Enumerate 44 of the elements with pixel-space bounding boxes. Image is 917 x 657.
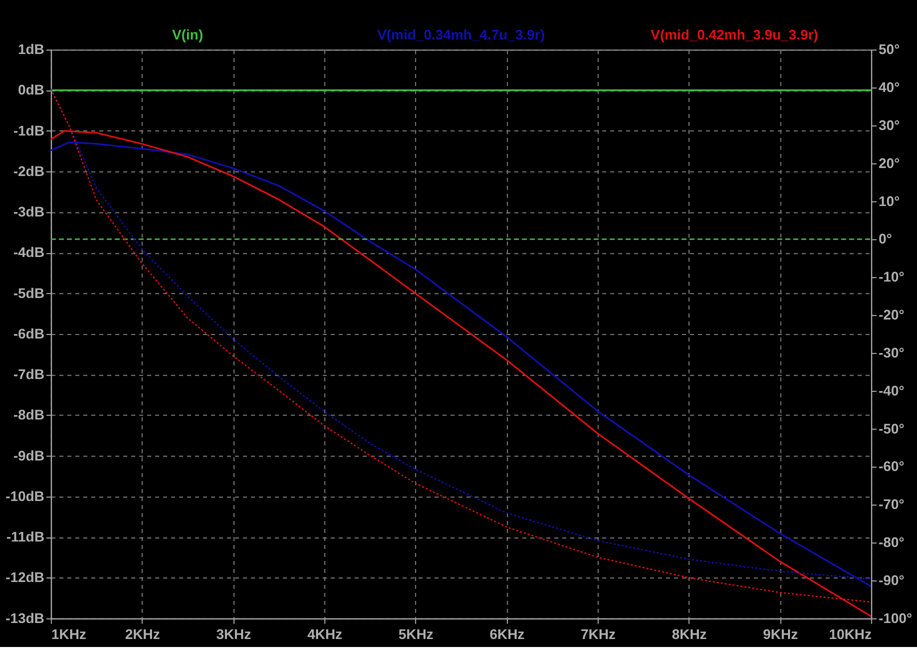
y2-tick-label: -90° xyxy=(878,572,904,588)
y2-tick-label: -30° xyxy=(878,344,904,360)
y-tick-label: 1dB xyxy=(18,41,44,58)
y2-tick-label: -10° xyxy=(878,268,904,285)
y2-tick-label: -70° xyxy=(878,496,904,512)
y2-tick-label: -50° xyxy=(878,420,904,436)
y-tick-label: -6dB xyxy=(13,325,44,342)
x-tick-label: 5KHz xyxy=(398,626,434,642)
x-tick-label: 10KHz xyxy=(828,626,872,642)
x-tick-label: 2KHz xyxy=(125,626,160,642)
x-tick-label: 6KHz xyxy=(490,626,525,642)
y2-tick-label: -40° xyxy=(878,382,904,398)
y2-tick-label: -100° xyxy=(878,610,912,626)
y-tick-label: -8dB xyxy=(13,406,44,423)
y-tick-label: -12dB xyxy=(6,569,44,586)
y2-tick-label: 10° xyxy=(878,192,900,209)
y-tick-label: -11dB xyxy=(6,528,44,545)
y2-tick-label: 50° xyxy=(878,41,900,58)
text: V(in) xyxy=(172,26,204,43)
x-tick-label: 4KHz xyxy=(307,626,342,642)
x-tick-label: 9KHz xyxy=(763,626,798,642)
y-tick-label: 0dB xyxy=(18,82,44,98)
y-tick-label: -13dB xyxy=(6,610,44,626)
x-tick-label: 7KHz xyxy=(580,626,616,642)
y2-tick-label: -20° xyxy=(878,306,904,323)
y-tick-label: -4dB xyxy=(13,244,44,260)
y2-tick-label: -60° xyxy=(878,458,904,474)
y2-tick-label: 30° xyxy=(878,116,900,133)
y-tick-label: -2dB xyxy=(13,162,44,179)
x-tick-label: 1KHz xyxy=(51,626,86,642)
x-tick-label: 8KHz xyxy=(672,626,707,642)
y-tick-label: -5dB xyxy=(13,284,44,301)
y-tick-label: -10dB xyxy=(6,488,44,504)
y-tick-label: -7dB xyxy=(13,366,44,382)
text: V(mid_0.34mh_4.7u_3.9r) xyxy=(377,26,545,43)
y2-tick-label: 0° xyxy=(878,230,892,247)
y2-tick-label: 40° xyxy=(878,79,900,96)
y-tick-label: -1dB xyxy=(13,122,44,138)
x-tick-label: 3KHz xyxy=(216,626,252,642)
y2-tick-label: -80° xyxy=(878,534,904,550)
y2-tick-label: 20° xyxy=(878,154,900,171)
y-tick-label: -9dB xyxy=(13,447,44,464)
y-tick-label: -3dB xyxy=(13,204,44,220)
text: V(mid_0.42mh_3.9u_3.9r) xyxy=(650,26,818,43)
